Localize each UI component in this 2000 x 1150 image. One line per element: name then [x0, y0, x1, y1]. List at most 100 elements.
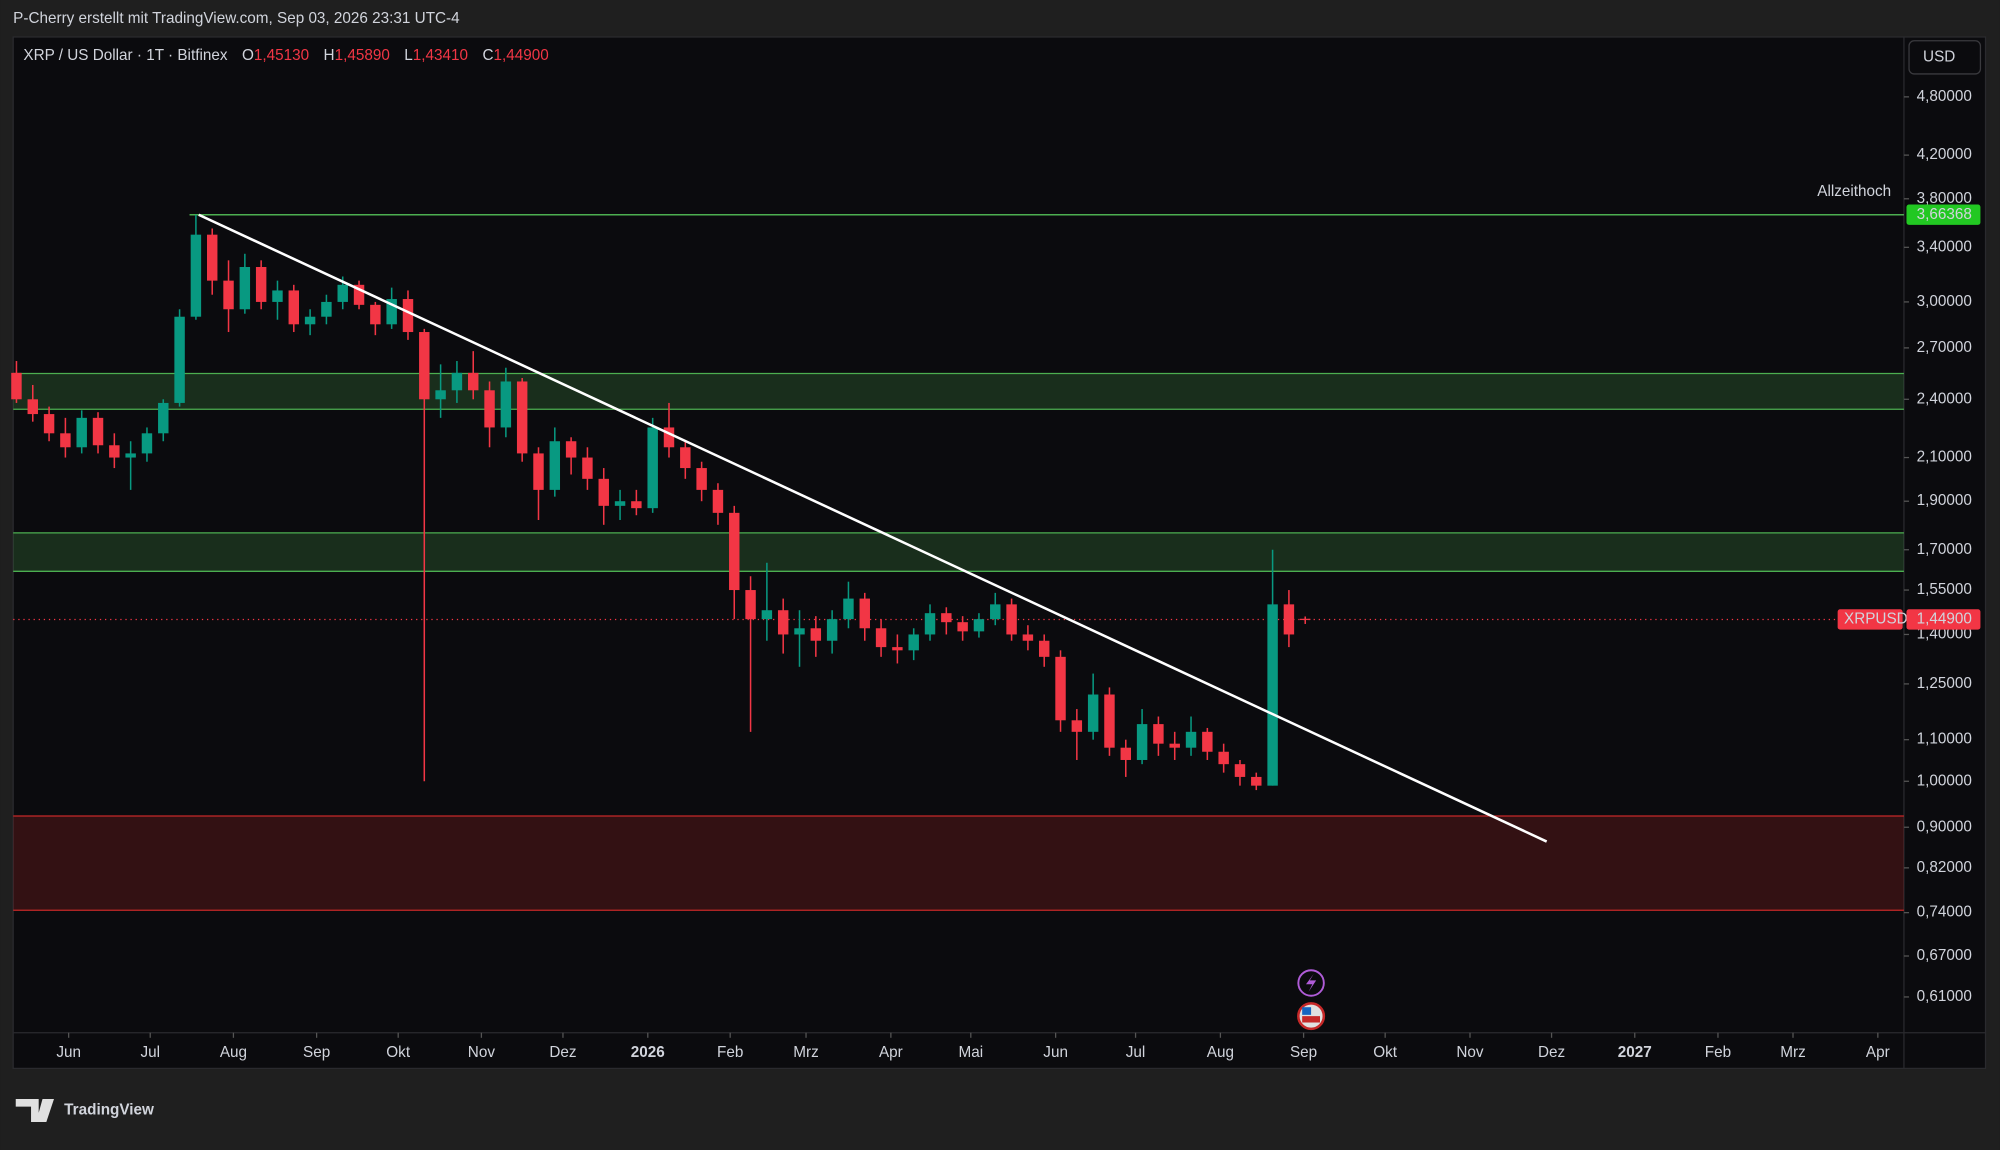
x-tick-label: Aug — [220, 1044, 247, 1061]
x-tick-label: 2027 — [1618, 1044, 1652, 1061]
candle-body — [957, 622, 968, 632]
x-tick-label: Sep — [1290, 1044, 1317, 1061]
candle-body — [190, 234, 202, 317]
lightning-icon — [1305, 974, 1317, 992]
candle-body — [141, 433, 153, 454]
candle-body — [255, 267, 267, 302]
x-tick-label: Feb — [717, 1044, 743, 1061]
candle-body — [794, 628, 805, 635]
candle-body — [1218, 751, 1229, 765]
candle-body — [941, 613, 952, 623]
candle-body — [223, 280, 234, 310]
brand-logo — [15, 1099, 54, 1122]
candle-body — [810, 628, 822, 641]
candle-body — [973, 619, 985, 632]
candle-body — [386, 299, 397, 325]
candle-body — [288, 290, 300, 325]
candle-body — [745, 590, 756, 620]
candle-body — [631, 501, 642, 509]
x-tick-label: Apr — [879, 1044, 903, 1061]
price-badge-label: 1,44900 — [1917, 610, 1972, 627]
annotation: Allzeithoch — [1817, 183, 1891, 200]
ohlc-key: C — [482, 47, 493, 64]
x-tick-label: Jun — [1043, 1044, 1068, 1061]
candle-body — [908, 634, 919, 651]
y-tick-label: 1,70000 — [1917, 541, 1972, 558]
candle-body — [321, 301, 332, 317]
symbol-legend: XRP / US Dollar · 1T · Bitfinex O1,45130… — [23, 47, 548, 64]
y-tick-label: 1,90000 — [1917, 492, 1972, 509]
x-tick-label: Nov — [1456, 1044, 1484, 1061]
x-tick-label: Okt — [1373, 1044, 1398, 1061]
y-tick-label: 4,80000 — [1917, 88, 1972, 105]
flag-canton — [1302, 1007, 1312, 1015]
currency-button[interactable] — [1908, 40, 1982, 75]
candle-body — [826, 619, 838, 641]
candle-body — [565, 441, 577, 458]
candle-body — [598, 478, 609, 506]
price-badge — [1906, 609, 1981, 630]
candle-body — [614, 501, 626, 506]
ohlc-value: 1,45890 — [335, 47, 390, 64]
candle-body — [1283, 604, 1295, 635]
candle-body — [451, 372, 463, 391]
ath-badge — [1906, 204, 1981, 225]
candle-body — [125, 453, 136, 458]
candle-body — [516, 381, 528, 454]
currency[interactable]: USD — [1923, 48, 1955, 65]
plot — [11, 213, 1904, 911]
candle-body — [875, 628, 887, 648]
candle-body — [533, 453, 544, 490]
y-tick-label: 1,55000 — [1917, 581, 1972, 598]
x-tick-label: Apr — [1866, 1044, 1890, 1061]
x-tick-label: Mrz — [793, 1044, 818, 1061]
candle-body — [60, 433, 71, 448]
zone — [13, 373, 1904, 410]
y-tick-label: 0,67000 — [1917, 947, 1972, 964]
candle-body — [680, 447, 691, 469]
candle-body — [272, 290, 283, 302]
y-tick-label: 3,80000 — [1917, 190, 1972, 207]
candle-body — [696, 468, 707, 490]
candle-body — [27, 399, 38, 415]
candle-body — [435, 390, 446, 400]
y-tick-label: 4,20000 — [1917, 146, 1972, 163]
candle-body — [729, 512, 740, 591]
candle-body — [924, 613, 936, 635]
y-tick-label: 3,40000 — [1917, 238, 1972, 255]
y-tick-label: 2,10000 — [1917, 449, 1972, 466]
x-tick-label: Okt — [386, 1044, 411, 1061]
y-tick-label: 1,10000 — [1917, 731, 1972, 748]
x-tick-label: Dez — [549, 1044, 576, 1061]
candle-body — [1202, 731, 1213, 752]
candle-body — [1185, 731, 1197, 748]
candle-body — [1055, 656, 1066, 721]
candle-body — [353, 284, 365, 305]
x-tick-label: Jun — [56, 1044, 81, 1061]
candle-body — [239, 267, 251, 310]
candle-body — [370, 304, 381, 325]
candle-body — [777, 610, 789, 635]
brand: TradingView — [64, 1102, 154, 1119]
candle-body — [1087, 694, 1099, 732]
ohlc-key: L — [404, 47, 413, 64]
ath-badge-label: 3,66368 — [1917, 206, 1972, 223]
y-tick-label: 0,74000 — [1917, 904, 1972, 921]
y-tick-label: 3,00000 — [1917, 293, 1972, 310]
ohlc-value: 1,45130 — [254, 47, 309, 64]
y-tick-label: 1,40000 — [1917, 625, 1972, 642]
candle-body — [647, 427, 658, 509]
candle-body — [1104, 694, 1115, 748]
candle-body — [843, 598, 854, 620]
y-tick-label: 1,25000 — [1917, 675, 1972, 692]
candle-body — [1120, 747, 1131, 760]
candle-body — [1136, 724, 1148, 760]
x-tick-label: Dez — [1538, 1044, 1565, 1061]
ohlc-value: 1,44900 — [494, 47, 549, 64]
x-tick-label: Jul — [140, 1044, 160, 1061]
candle-body — [761, 610, 773, 620]
candle-body — [109, 445, 120, 458]
candle-body — [174, 316, 185, 403]
